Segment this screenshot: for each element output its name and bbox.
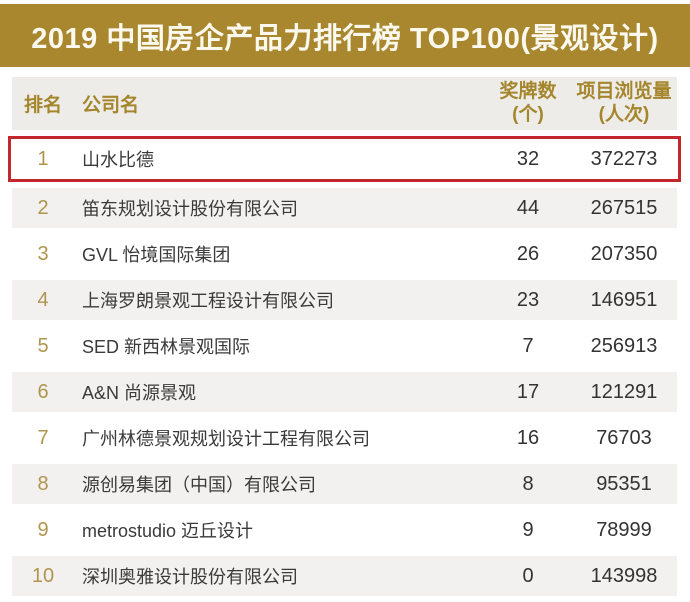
rank-cell: 8 <box>37 472 49 495</box>
ranking-page: 2019 中国房企产品力排行榜 TOP100(景观设计) 排名 公司名 奖牌数 … <box>0 4 690 596</box>
company-cell: GVL 怡境国际集团 <box>82 245 231 265</box>
rank-cell: 7 <box>37 426 49 449</box>
table-row: 2 笛东规划设计股份有限公司 44 267515 <box>12 188 677 228</box>
views-cell: 267515 <box>590 196 658 219</box>
medals-cell: 26 <box>516 242 540 265</box>
company-cell: 笛东规划设计股份有限公司 <box>82 199 298 219</box>
company-cell: A&N 尚源景观 <box>82 383 197 403</box>
company-cell: metrostudio 迈丘设计 <box>82 521 254 541</box>
table-row: 4 上海罗朗景观工程设计有限公司 23 146951 <box>12 280 677 320</box>
rank-cell: 10 <box>31 564 55 587</box>
views-cell: 256913 <box>590 334 658 357</box>
table-row: 9 metrostudio 迈丘设计 9 78999 <box>12 510 677 550</box>
header-views-title: 项目浏览量 <box>576 81 672 103</box>
medals-cell: 0 <box>522 564 534 587</box>
table-row: 5 SED 新西林景观国际 7 256913 <box>12 326 677 366</box>
table-row: 10 深圳奥雅设计股份有限公司 0 143998 <box>12 556 677 596</box>
views-cell: 372273 <box>590 147 658 170</box>
header-views-unit: (人次) <box>598 103 650 125</box>
header-rank: 排名 <box>23 95 62 116</box>
header-medals-title: 奖牌数 <box>499 81 557 103</box>
company-cell: 上海罗朗景观工程设计有限公司 <box>82 291 334 311</box>
company-cell: 山水比德 <box>82 150 154 170</box>
rank-cell: 9 <box>37 518 49 541</box>
rank-cell: 5 <box>37 334 49 357</box>
views-cell: 76703 <box>596 426 652 449</box>
table-header-row: 排名 公司名 奖牌数 (个) 项目浏览量 (人次) <box>12 77 677 130</box>
table-row: 3 GVL 怡境国际集团 26 207350 <box>12 234 677 274</box>
views-cell: 121291 <box>590 380 658 403</box>
rank-cell: 6 <box>37 380 49 403</box>
medals-cell: 32 <box>516 147 540 170</box>
rank-cell: 1 <box>37 147 49 170</box>
table-row: 1 山水比德 32 372273 <box>8 136 681 182</box>
ranking-table: 排名 公司名 奖牌数 (个) 项目浏览量 (人次) 1 山水比德 32 3722… <box>8 77 681 596</box>
medals-cell: 17 <box>516 380 540 403</box>
views-cell: 207350 <box>590 242 658 265</box>
views-cell: 143998 <box>590 564 658 587</box>
medals-cell: 9 <box>522 518 534 541</box>
medals-cell: 23 <box>516 288 540 311</box>
page-title: 2019 中国房企产品力排行榜 TOP100(景观设计) <box>31 22 659 55</box>
table-row: 7 广州林德景观规划设计工程有限公司 16 76703 <box>12 418 677 458</box>
banner: 2019 中国房企产品力排行榜 TOP100(景观设计) <box>0 4 690 67</box>
table-row: 6 A&N 尚源景观 17 121291 <box>12 372 677 412</box>
header-views: 项目浏览量 (人次) <box>571 81 677 126</box>
medals-cell: 16 <box>516 426 540 449</box>
company-cell: 源创易集团（中国）有限公司 <box>82 475 316 495</box>
header-company: 公司名 <box>82 95 140 116</box>
medals-cell: 8 <box>522 472 534 495</box>
header-medals-unit: (个) <box>512 103 544 125</box>
rank-cell: 2 <box>37 196 49 219</box>
table-row: 8 源创易集团（中国）有限公司 8 95351 <box>12 464 677 504</box>
views-cell: 95351 <box>596 472 652 495</box>
header-medals: 奖牌数 (个) <box>485 81 571 126</box>
views-cell: 78999 <box>596 518 652 541</box>
rank-cell: 4 <box>37 288 49 311</box>
medals-cell: 7 <box>522 334 534 357</box>
company-cell: SED 新西林景观国际 <box>82 337 251 357</box>
company-cell: 广州林德景观规划设计工程有限公司 <box>82 429 370 449</box>
views-cell: 146951 <box>590 288 658 311</box>
table-body: 1 山水比德 32 372273 2 笛东规划设计股份有限公司 44 26751… <box>8 136 681 596</box>
rank-cell: 3 <box>37 242 49 265</box>
medals-cell: 44 <box>516 196 540 219</box>
company-cell: 深圳奥雅设计股份有限公司 <box>82 567 298 587</box>
